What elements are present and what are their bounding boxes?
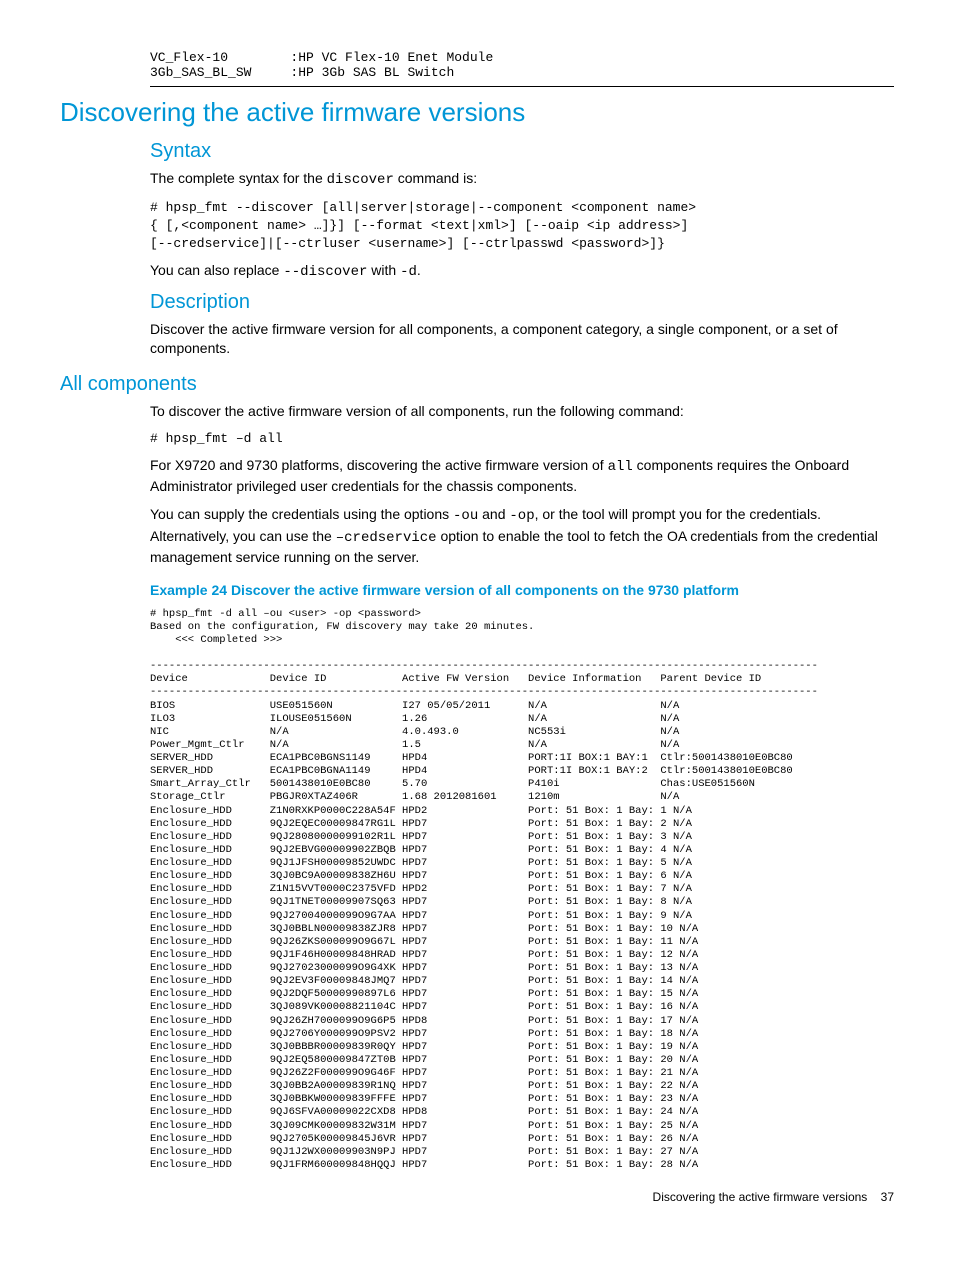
description-text: Discover the active firmware version for…	[150, 320, 894, 359]
text: For X9720 and 9730 platforms, discoverin…	[150, 457, 608, 473]
allcomp-cmd: # hpsp_fmt –d all	[150, 430, 894, 448]
page-footer: Discovering the active firmware versions…	[60, 1190, 894, 1204]
example-title: Example 24 Discover the active firmware …	[150, 582, 894, 598]
syntax-heading: Syntax	[150, 140, 894, 163]
code: --discover	[283, 264, 367, 280]
text: command is:	[394, 170, 477, 186]
code: –credservice	[336, 530, 437, 546]
allcomp-p2: For X9720 and 9730 platforms, discoverin…	[150, 456, 894, 497]
allcomp-p3: You can supply the credentials using the…	[150, 505, 894, 568]
text: You can also replace	[150, 262, 283, 278]
example-output: # hpsp_fmt -d all –ou <user> -op <passwo…	[150, 608, 894, 1172]
page-number: 37	[881, 1190, 894, 1204]
text: with	[367, 262, 400, 278]
code: -d	[400, 264, 417, 280]
description-heading: Description	[150, 291, 894, 314]
syntax-replace: You can also replace --discover with -d.	[150, 261, 894, 283]
code: all	[608, 459, 633, 475]
text: You can supply the credentials using the…	[150, 506, 453, 522]
code: discover	[327, 172, 394, 188]
syntax-intro: The complete syntax for the discover com…	[150, 169, 894, 191]
allcomp-p1: To discover the active firmware version …	[150, 402, 894, 422]
footer-text: Discovering the active firmware versions	[653, 1190, 868, 1204]
text: The complete syntax for the	[150, 170, 327, 186]
divider	[150, 86, 894, 87]
syntax-command: # hpsp_fmt --discover [all|server|storag…	[150, 199, 894, 254]
code: -op	[509, 508, 534, 524]
text: .	[417, 262, 421, 278]
top-module-list: VC_Flex-10 :HP VC Flex-10 Enet Module 3G…	[150, 50, 894, 80]
code: -ou	[453, 508, 478, 524]
all-components-heading: All components	[60, 373, 894, 396]
text: and	[478, 506, 509, 522]
page-title: Discovering the active firmware versions	[60, 97, 894, 128]
